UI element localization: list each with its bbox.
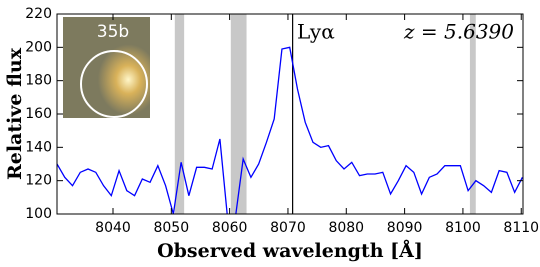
- plot-layer: [57, 14, 523, 214]
- y-tick-label: 100: [25, 206, 52, 222]
- redshift-label: z = 5.6390: [403, 20, 514, 44]
- sky-line-band: [174, 14, 185, 214]
- sky-line-band: [469, 14, 476, 214]
- x-tick-label: 8100: [445, 220, 481, 236]
- y-tick-label: 200: [25, 39, 52, 55]
- inset-label: 35b: [97, 22, 129, 42]
- inset-aperture: [80, 50, 148, 118]
- x-tick-label: 8060: [212, 220, 248, 236]
- spectrum-line: [57, 46, 523, 214]
- y-tick-label: 120: [25, 173, 52, 189]
- x-tick-label: 8040: [95, 220, 131, 236]
- y-tick-label: 220: [25, 6, 52, 22]
- x-tick-label: 8050: [153, 220, 189, 236]
- sky-line-band: [230, 14, 247, 214]
- y-tick-label: 140: [25, 139, 52, 155]
- line-label: Lyα: [297, 20, 335, 44]
- x-tick-label: 8110: [503, 220, 539, 236]
- x-tick-label: 8070: [270, 220, 306, 236]
- y-tick-label: 180: [25, 73, 52, 89]
- y-tick-label: 160: [25, 106, 52, 122]
- shade-layer: [174, 14, 476, 214]
- inset: 35b: [63, 17, 150, 118]
- inset-image: [63, 17, 150, 118]
- x-axis-label: Observed wavelength [Å]: [157, 239, 423, 262]
- x-tick-label: 8080: [328, 220, 364, 236]
- y-axis-label: Relative flux: [4, 47, 26, 180]
- x-tick-label: 8090: [387, 220, 423, 236]
